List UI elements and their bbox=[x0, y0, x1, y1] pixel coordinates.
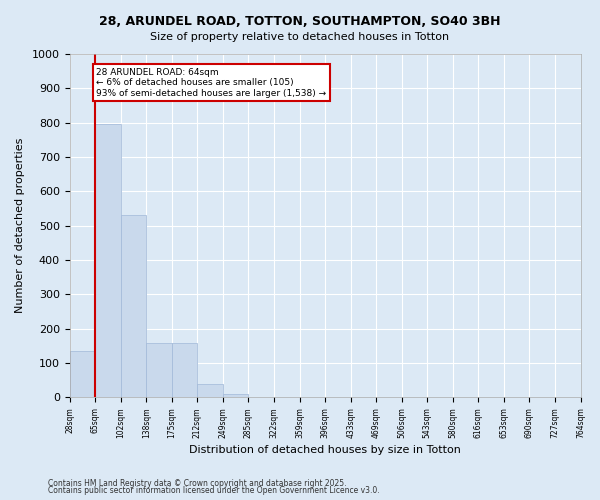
Bar bbox=[197, 384, 223, 398]
X-axis label: Distribution of detached houses by size in Totton: Distribution of detached houses by size … bbox=[189, 445, 461, 455]
Text: Size of property relative to detached houses in Totton: Size of property relative to detached ho… bbox=[151, 32, 449, 42]
Bar bbox=[146, 342, 172, 398]
Bar bbox=[95, 124, 121, 398]
Bar bbox=[70, 351, 95, 398]
Y-axis label: Number of detached properties: Number of detached properties bbox=[15, 138, 25, 314]
Bar bbox=[121, 216, 146, 398]
Text: Contains HM Land Registry data © Crown copyright and database right 2025.: Contains HM Land Registry data © Crown c… bbox=[48, 478, 347, 488]
Text: 28 ARUNDEL ROAD: 64sqm
← 6% of detached houses are smaller (105)
93% of semi-det: 28 ARUNDEL ROAD: 64sqm ← 6% of detached … bbox=[97, 68, 326, 98]
Bar bbox=[172, 342, 197, 398]
Bar bbox=[223, 394, 248, 398]
Text: Contains public sector information licensed under the Open Government Licence v3: Contains public sector information licen… bbox=[48, 486, 380, 495]
Text: 28, ARUNDEL ROAD, TOTTON, SOUTHAMPTON, SO40 3BH: 28, ARUNDEL ROAD, TOTTON, SOUTHAMPTON, S… bbox=[99, 15, 501, 28]
